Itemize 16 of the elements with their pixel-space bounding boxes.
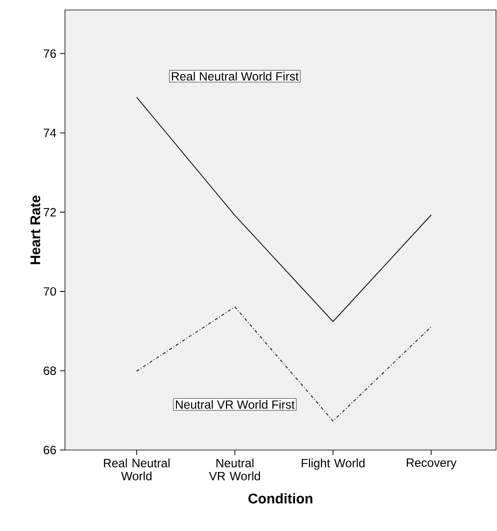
y-tick-label: 74 xyxy=(44,128,56,138)
y-tick-label: 70 xyxy=(44,287,56,296)
x-tick-label: Real Neutral World xyxy=(104,458,170,480)
x-tick-label: Flight World xyxy=(302,458,364,470)
text: Real Neutral World First xyxy=(172,72,299,81)
x-axis-title: Condition xyxy=(248,493,312,504)
line-series xyxy=(136,96,432,322)
y-tick-label: 72 xyxy=(44,208,56,216)
y-axis-title: Heart Rate xyxy=(30,195,40,264)
y-tick-label: 68 xyxy=(44,366,56,375)
x-tick-label: Recovery xyxy=(406,458,457,470)
series-label: Neutral VR World First xyxy=(176,400,295,409)
line-series xyxy=(136,306,432,422)
y-tick-label: 66 xyxy=(44,446,56,454)
y-tick-label: 76 xyxy=(44,49,56,58)
x-tick-label: Neutral VR World xyxy=(208,458,260,480)
